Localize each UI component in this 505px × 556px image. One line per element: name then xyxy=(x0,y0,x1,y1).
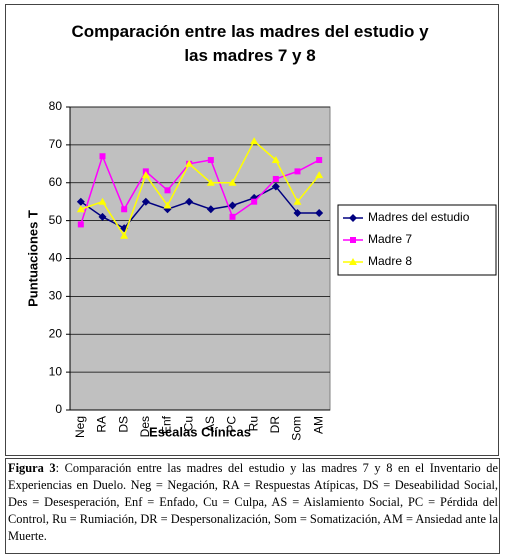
caption-frame xyxy=(5,458,500,554)
y-axis-label: Puntuaciones T xyxy=(25,210,40,307)
data-point xyxy=(98,197,107,205)
data-point xyxy=(271,182,280,191)
data-point xyxy=(185,197,194,206)
data-point xyxy=(98,212,107,221)
series-line xyxy=(80,139,320,238)
data-point xyxy=(271,156,280,164)
data-point xyxy=(293,209,302,218)
x-tick-label: Neg xyxy=(73,416,87,438)
data-point xyxy=(315,171,324,179)
caption: Figura 3: Comparación entre las madres d… xyxy=(8,460,498,545)
y-tick-label: 10 xyxy=(49,364,63,378)
data-point xyxy=(228,201,237,210)
y-tick-label: 30 xyxy=(49,289,63,303)
figure-frame xyxy=(5,4,499,456)
x-tick-label: AS xyxy=(203,416,217,432)
x-tick-label: PC xyxy=(225,416,239,433)
caption-label: Figura 3 xyxy=(8,461,56,475)
data-point xyxy=(228,178,237,186)
data-point xyxy=(121,206,128,213)
data-point xyxy=(120,224,129,233)
x-tick-label: Enf xyxy=(160,415,174,434)
data-point xyxy=(120,231,129,239)
data-point xyxy=(76,197,85,206)
data-point xyxy=(315,209,324,218)
data-point xyxy=(251,198,258,205)
legend-marker xyxy=(349,214,357,222)
y-tick-label: 60 xyxy=(49,175,63,189)
data-point xyxy=(229,213,236,220)
x-tick-label: Des xyxy=(138,416,152,437)
x-tick-label: Ru xyxy=(246,416,260,431)
data-point xyxy=(77,221,84,228)
legend-label: Madre 7 xyxy=(368,232,412,246)
legend-box xyxy=(337,204,497,276)
y-tick-label: 50 xyxy=(49,213,63,227)
legend-marker xyxy=(350,237,356,243)
data-point xyxy=(99,153,106,160)
data-point xyxy=(250,137,259,145)
data-point xyxy=(164,187,171,194)
y-tick-label: 70 xyxy=(49,137,63,151)
data-point xyxy=(185,159,194,167)
data-point xyxy=(272,175,279,182)
legend-marker xyxy=(349,258,357,265)
series-line xyxy=(80,185,320,230)
x-tick-label: Som xyxy=(290,416,304,441)
x-tick-label: Cu xyxy=(181,416,195,431)
data-point xyxy=(316,157,323,164)
x-tick-label: RA xyxy=(95,416,109,433)
x-axis-label: Escalas Clínicas xyxy=(149,424,251,439)
caption-text: : Comparación entre las madres del estud… xyxy=(8,461,498,543)
x-tick-label: DR xyxy=(268,416,282,434)
data-point xyxy=(163,201,172,209)
chart-title: Comparación entre las madres del estudio… xyxy=(71,22,429,65)
legend-label: Madre 8 xyxy=(368,254,412,268)
data-point xyxy=(293,197,302,205)
y-tick-label: 20 xyxy=(49,326,63,340)
data-point xyxy=(76,205,85,213)
x-tick-label: AM xyxy=(311,416,325,434)
data-point xyxy=(294,168,301,175)
data-point xyxy=(141,171,150,179)
data-point xyxy=(141,197,150,206)
legend-label: Madres del estudio xyxy=(368,210,470,224)
y-tick-label: 40 xyxy=(49,251,63,265)
y-tick-label: 80 xyxy=(49,99,63,113)
data-point xyxy=(206,205,215,214)
y-tick-label: 0 xyxy=(55,402,62,416)
chart: 0 10 20 30 40 50 60 70 80 Puntuaciones T Escalas C… xyxy=(25,99,497,441)
data-point xyxy=(206,178,215,186)
series-line xyxy=(80,154,320,225)
data-point xyxy=(207,157,214,164)
x-tick-label: DS xyxy=(116,416,130,433)
